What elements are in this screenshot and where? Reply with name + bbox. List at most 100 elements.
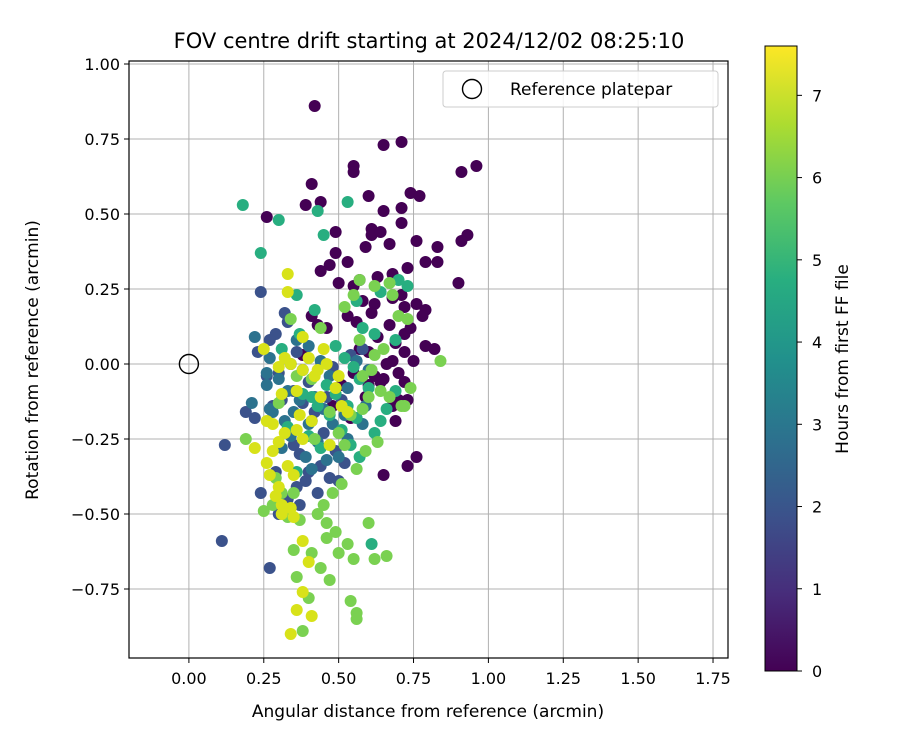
scatter-point xyxy=(401,262,414,274)
scatter-point xyxy=(341,382,354,394)
colorbar-tick-label: 6 xyxy=(812,169,822,188)
scatter-point xyxy=(377,205,390,217)
x-tick-label: 0.25 xyxy=(246,669,282,688)
scatter-point xyxy=(257,505,270,517)
scatter-point xyxy=(215,535,228,547)
scatter-point xyxy=(299,451,312,463)
colorbar-tick-label: 0 xyxy=(812,662,822,681)
scatter-point xyxy=(305,547,318,559)
scatter-point xyxy=(341,406,354,418)
scatter-point xyxy=(341,256,354,268)
scatter-point xyxy=(329,382,342,394)
scatter-point xyxy=(413,190,426,202)
scatter-point xyxy=(305,610,318,622)
grid xyxy=(129,61,728,658)
scatter-point xyxy=(287,511,300,523)
scatter-point xyxy=(368,427,381,439)
scatter-point xyxy=(287,439,300,451)
scatter-point xyxy=(338,352,351,364)
scatter-point xyxy=(299,475,312,487)
scatter-point xyxy=(380,403,393,415)
scatter-point xyxy=(311,508,324,520)
scatter-point xyxy=(302,556,315,568)
scatter-point xyxy=(404,382,417,394)
colorbar: 0 1 2 3 4 5 6 7 Hours from first FF file xyxy=(764,45,853,681)
scatter-point xyxy=(245,397,258,409)
y-tick-label: −0.75 xyxy=(71,580,120,599)
legend-box xyxy=(442,70,719,108)
scatter-point xyxy=(236,199,249,211)
scatter-point xyxy=(287,469,300,481)
scatter-point xyxy=(389,334,402,346)
x-tick-label: 1.75 xyxy=(695,669,731,688)
scatter-point xyxy=(377,343,390,355)
scatter-point xyxy=(260,379,273,391)
scatter-point xyxy=(419,256,432,268)
colorbar-label: Hours from first FF file xyxy=(833,264,853,454)
scatter-point xyxy=(332,370,345,382)
scatter-point xyxy=(308,304,321,316)
scatter-point xyxy=(263,352,276,364)
scatter-point xyxy=(353,274,366,286)
scatter-point xyxy=(323,439,336,451)
scatter-point xyxy=(311,205,324,217)
scatter-point xyxy=(395,217,408,229)
scatter-point xyxy=(329,340,342,352)
scatter-point xyxy=(470,160,483,172)
scatter-point xyxy=(314,391,327,403)
x-tick-label: 1.00 xyxy=(471,669,507,688)
scatter-point xyxy=(290,424,303,436)
scatter-point xyxy=(323,472,336,484)
scatter-point xyxy=(314,322,327,334)
y-tick-label: −0.50 xyxy=(71,505,120,524)
scatter-point xyxy=(356,322,369,334)
scatter-point xyxy=(278,427,291,439)
scatter-point xyxy=(380,550,393,562)
scatter-point xyxy=(362,517,375,529)
scatter-point xyxy=(416,310,429,322)
scatter-point xyxy=(398,301,411,313)
scatter-point xyxy=(218,439,231,451)
scatter-point xyxy=(290,346,303,358)
scatter-point xyxy=(347,166,360,178)
scatter-point xyxy=(296,535,309,547)
scatter-point xyxy=(323,370,336,382)
scatter-point xyxy=(308,100,321,112)
scatter-point xyxy=(281,460,294,472)
scatter-point xyxy=(362,190,375,202)
scatter-point xyxy=(326,487,339,499)
scatter-point xyxy=(275,508,288,520)
scatter-point xyxy=(431,241,444,253)
scatter-point xyxy=(317,229,330,241)
scatter-point xyxy=(272,361,285,373)
scatter-point xyxy=(248,442,261,454)
colorbar-tick-label: 5 xyxy=(812,251,822,270)
scatter-point xyxy=(284,628,297,640)
scatter-point xyxy=(305,415,318,427)
scatter-point xyxy=(296,625,309,637)
x-tick-label: 1.50 xyxy=(620,669,656,688)
scatter-point xyxy=(278,352,291,364)
scatter-point xyxy=(368,328,381,340)
plot-frame xyxy=(128,60,729,659)
scatter-point xyxy=(383,319,396,331)
y-tick-label: 0.25 xyxy=(84,280,120,299)
scatter-point xyxy=(395,289,408,301)
scatter-point xyxy=(365,364,378,376)
scatter-point xyxy=(320,532,333,544)
scatter-point xyxy=(269,490,282,502)
scatter-point xyxy=(356,403,369,415)
scatter-point xyxy=(248,412,261,424)
scatter-point xyxy=(401,460,414,472)
scatter-point xyxy=(347,289,360,301)
scatter-point xyxy=(395,136,408,148)
scatter-point xyxy=(356,343,369,355)
scatter-point xyxy=(320,517,333,529)
scatter-point xyxy=(323,406,336,418)
scatter-point xyxy=(386,289,399,301)
scatter-point xyxy=(275,388,288,400)
scatter-point xyxy=(374,226,387,238)
legend: Reference platepar xyxy=(442,70,719,108)
x-tick-label: 1.25 xyxy=(545,669,581,688)
